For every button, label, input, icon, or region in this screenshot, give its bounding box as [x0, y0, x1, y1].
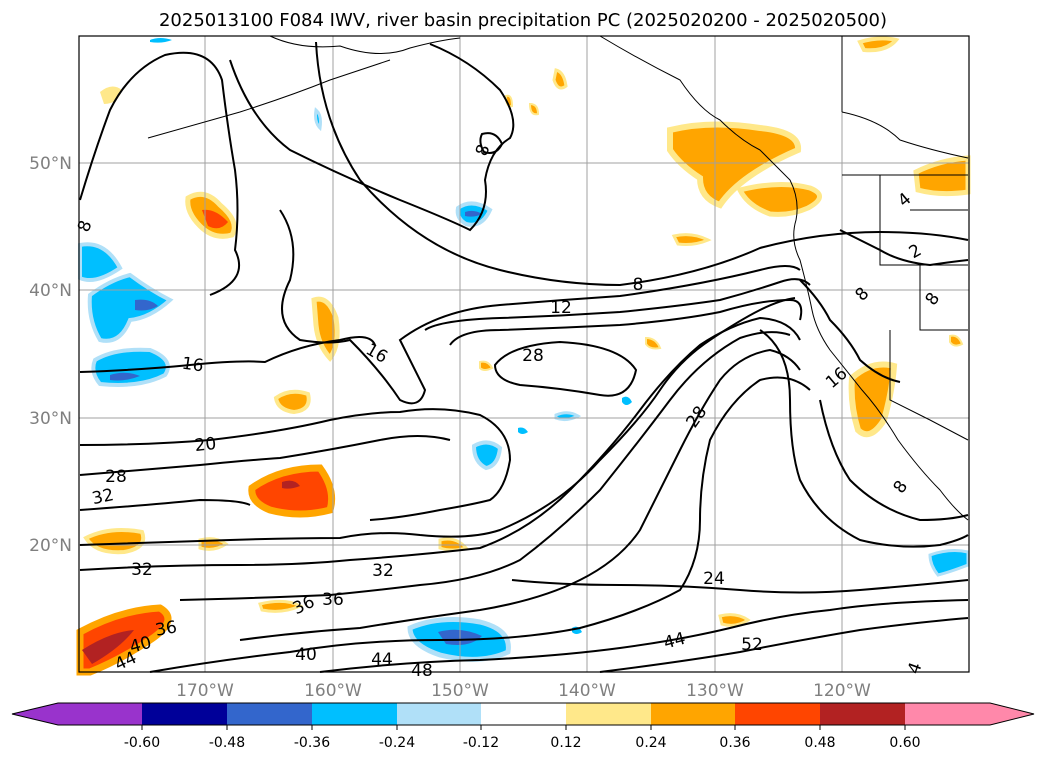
colorbar-bin	[651, 703, 735, 725]
coastlines	[147, 35, 969, 521]
lat-label: 30°N	[29, 409, 72, 429]
colorbar-tick-label: 0.60	[889, 735, 920, 751]
colorbar-tick-label: -0.48	[209, 735, 245, 751]
contour-label: 36	[322, 590, 344, 610]
colorbar-tick-label: 0.48	[804, 735, 835, 751]
colorbar-tick-label: -0.24	[379, 735, 415, 751]
shade-warm-blob	[528, 102, 540, 116]
contour-label: 32	[372, 561, 394, 581]
shade-warm-blob	[248, 464, 336, 518]
shade-warm-blob	[552, 68, 568, 90]
shade-warm-blob	[479, 360, 494, 371]
lon-label: 130°W	[686, 681, 744, 701]
lon-label: 140°W	[558, 681, 616, 701]
shade-warm-blob	[857, 36, 900, 53]
colorbar-extend-right	[905, 703, 1034, 725]
shade-red-blob	[202, 209, 228, 229]
shade-blue-blob	[150, 38, 172, 43]
contour-label: 28	[105, 467, 127, 487]
lon-label: 160°W	[304, 681, 362, 701]
contour-label: 8	[633, 275, 644, 295]
shade-warm-blob	[273, 389, 311, 415]
colorbar-bin	[142, 703, 227, 725]
colorbar-bin	[481, 703, 566, 725]
longitude-labels: 170°W 160°W 150°W 140°W 130°W 120°W	[176, 681, 871, 701]
shade-blue-blob	[314, 107, 322, 132]
colorbar: -0.60 -0.48 -0.36 -0.24 -0.12 0.12 0.24 …	[11, 702, 1035, 751]
colorbar-bin	[566, 703, 651, 725]
colorbar-tick-label: 0.36	[719, 735, 750, 751]
shade-warm-blob	[667, 121, 802, 209]
contour-label: 20	[194, 434, 218, 456]
shade-blue-blob	[928, 549, 970, 577]
pc-shading	[76, 36, 971, 676]
shade-blue-blob	[518, 427, 528, 434]
colorbar-bin	[312, 703, 397, 725]
shade-warm-blob	[736, 181, 822, 217]
shade-warm-blob	[645, 336, 662, 350]
shade-navy-blob	[135, 299, 158, 311]
contour-label: 48	[411, 661, 433, 681]
lon-label: 150°W	[431, 681, 489, 701]
shade-warm-blob	[83, 528, 146, 555]
contour-label: 16	[181, 354, 205, 377]
colorbar-bin	[227, 703, 312, 725]
colorbar-bin	[820, 703, 905, 725]
colorbar-tick-label: -0.12	[463, 735, 499, 751]
colorbar-tick-label: 0.24	[635, 735, 666, 751]
colorbar-bin	[735, 703, 820, 725]
map-frame	[78, 35, 970, 673]
graticule	[79, 36, 969, 672]
lat-label: 20°N	[29, 536, 72, 556]
colorbar-ticks	[141, 725, 906, 730]
lon-label: 170°W	[176, 681, 234, 701]
shade-warm-blob	[258, 599, 304, 613]
lat-label: 40°N	[29, 281, 72, 301]
contour-label: 36	[154, 617, 179, 640]
contour-label: 40	[295, 645, 317, 665]
colorbar-extend-left	[12, 703, 142, 725]
contour-label: 12	[550, 298, 572, 318]
shade-warm-blob	[671, 233, 712, 246]
contour-label: 28	[522, 346, 544, 366]
colorbar-tick-label: -0.60	[124, 735, 160, 751]
shade-navy-blob	[110, 372, 140, 381]
shade-blue-blob	[87, 272, 174, 343]
shade-blue-blob	[471, 440, 503, 471]
lat-label: 50°N	[29, 154, 72, 174]
figure-title: 2025013100 F084 IWV, river basin precipi…	[159, 10, 887, 31]
shade-blue-blob	[554, 411, 582, 422]
latitude-labels: 50°N 40°N 30°N 20°N	[29, 154, 72, 556]
shade-warm-blob	[949, 334, 964, 347]
colorbar-outline	[11, 702, 1035, 726]
shade-dark-blob	[82, 630, 134, 664]
contour-label: 24	[703, 569, 725, 589]
shade-blue-blob	[622, 396, 632, 405]
shade-dark-blob	[282, 480, 300, 489]
contour-label: 32	[90, 485, 115, 509]
shade-navy-blob	[465, 210, 482, 217]
colorbar-bin	[397, 703, 481, 725]
map-panel: 8 8 12 16 16 20 28 32 28 28 32 32 36 36 …	[74, 35, 971, 681]
contour-label: 44	[371, 650, 393, 670]
contour-label: 52	[741, 635, 763, 655]
shade-warm-blob	[718, 613, 751, 627]
colorbar-tick-label: 0.12	[550, 735, 581, 751]
iwv-contours	[79, 41, 969, 673]
shade-blue-blob	[78, 242, 123, 282]
shade-warm-blob	[913, 155, 971, 197]
contour-label: 32	[131, 560, 153, 580]
lon-label: 120°W	[813, 681, 871, 701]
colorbar-tick-label: -0.36	[294, 735, 330, 751]
